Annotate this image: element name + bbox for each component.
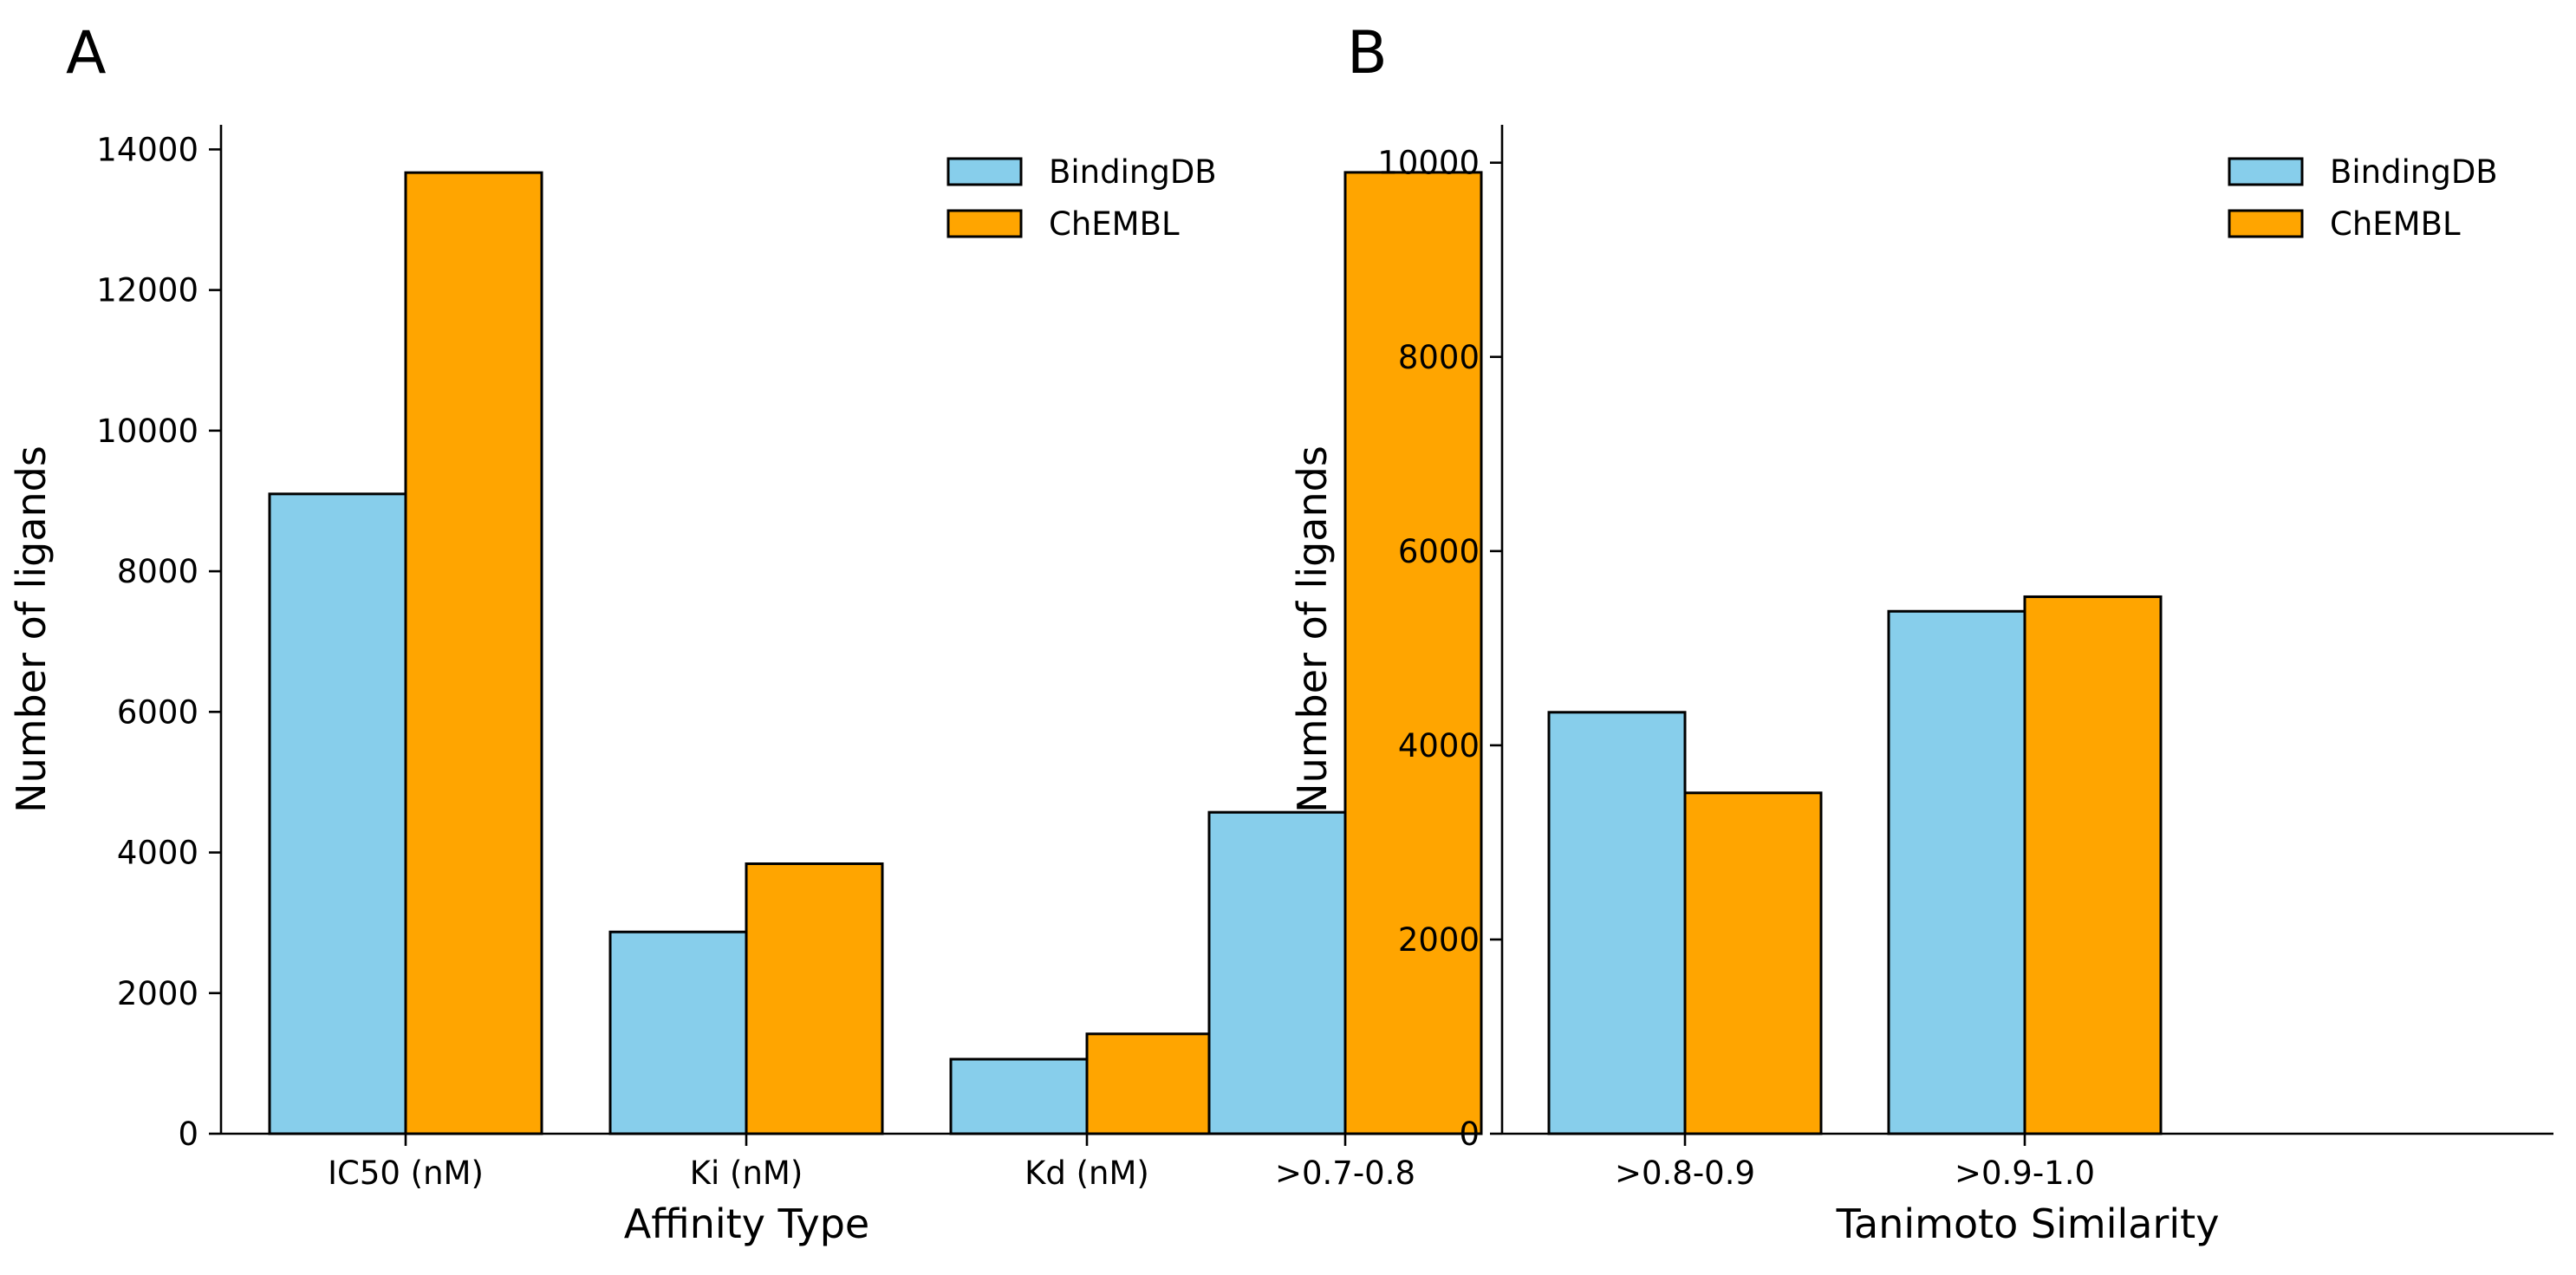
chart-b-y-tick-label: 8000 xyxy=(1398,339,1480,376)
chart-a-legend-swatch-chembl xyxy=(946,209,1023,238)
chart-a-y-tick-label: 8000 xyxy=(117,553,198,590)
chart-b-legend: BindingDB ChEMBL xyxy=(2228,153,2498,243)
chart-b-x-axis-title: Tanimoto Similarity xyxy=(1836,1200,2220,1247)
chart-a-y-tick-label: 14000 xyxy=(96,131,198,168)
chart-b-x-tick-label: >0.7-0.8 xyxy=(1275,1155,1415,1192)
chart-a-y-tick-label: 4000 xyxy=(117,835,198,872)
chart-b-y-tick-label: 10000 xyxy=(1377,145,1480,182)
chart-a-bar-bindingdb-1 xyxy=(608,930,748,1135)
chart-b-legend-swatch-chembl xyxy=(2228,209,2304,238)
chart-a-bar-chembl-0 xyxy=(404,171,543,1135)
chart-a-x-tick-label: IC50 (nM) xyxy=(328,1155,484,1192)
panel-label-a: A xyxy=(66,19,107,88)
chart-b-x-tick-label: >0.8-0.9 xyxy=(1615,1155,1755,1192)
panel-label-b: B xyxy=(1347,19,1388,88)
chart-b-bar-chembl-0 xyxy=(1343,171,1483,1135)
chart-b-bar-bindingdb-0 xyxy=(1207,810,1347,1135)
chart-a-legend: BindingDB ChEMBL xyxy=(946,153,1217,243)
chart-b-legend-label-chembl: ChEMBL xyxy=(2330,205,2461,243)
chart-b-legend-label-bindingdb: BindingDB xyxy=(2330,153,2498,191)
chart-a-bar-bindingdb-2 xyxy=(949,1057,1089,1135)
chart-a-bar-chembl-2 xyxy=(1085,1032,1225,1135)
chart-b-bar-bindingdb-2 xyxy=(1887,609,2026,1135)
chart-a-legend-label-chembl: ChEMBL xyxy=(1049,205,1180,243)
chart-a-y-tick-label: 2000 xyxy=(117,975,198,1012)
chart-b-y-tick-label: 6000 xyxy=(1398,533,1480,570)
chart-a-x-tick-label: Kd (nM) xyxy=(1025,1155,1149,1192)
chart-b-legend-swatch-bindingdb xyxy=(2228,157,2304,186)
chart-b-x-tick-label: >0.9-1.0 xyxy=(1955,1155,2095,1192)
chart-a-x-axis-title: Affinity Type xyxy=(624,1200,869,1247)
chart-a-legend-label-bindingdb: BindingDB xyxy=(1049,153,1217,191)
chart-b-y-axis-title: Number of ligands xyxy=(1289,446,1336,813)
chart-a-bar-bindingdb-0 xyxy=(268,492,407,1135)
chart-panel-a: 0 2000 4000 6000 8000 10000 12000 14000 IC50 (nM… xyxy=(8,125,1272,1247)
chart-panel-b: 0 2000 4000 6000 8000 10000 >0.7-0.8 >0.8-0.9 >0… xyxy=(1207,125,2553,1247)
chart-a-y-axis-title: Number of ligands xyxy=(8,446,55,813)
chart-b-y-tick-label: 2000 xyxy=(1398,921,1480,959)
chart-a-y-tick-label: 10000 xyxy=(96,413,198,450)
chart-b-bar-chembl-1 xyxy=(1683,791,1823,1135)
chart-a-legend-swatch-bindingdb xyxy=(946,157,1023,186)
chart-a-y-tick-label: 12000 xyxy=(96,272,198,309)
chart-a-y-tick-label: 0 xyxy=(178,1116,198,1153)
chart-a-x-tick-label: Ki (nM) xyxy=(690,1155,803,1192)
chart-b-y-tick-label: 4000 xyxy=(1398,727,1480,764)
chart-b-bar-bindingdb-1 xyxy=(1547,711,1687,1135)
chart-a-y-tick-label: 6000 xyxy=(117,693,198,731)
chart-b-y-tick-label: 0 xyxy=(1459,1116,1480,1153)
chart-b-bar-chembl-2 xyxy=(2023,595,2163,1135)
chart-a-bar-chembl-1 xyxy=(745,862,884,1135)
